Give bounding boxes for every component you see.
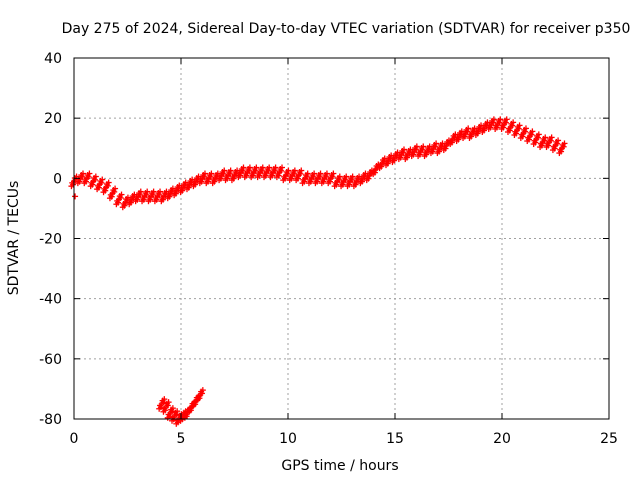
data-point: [434, 140, 446, 157]
data-point: [132, 188, 144, 205]
data-point: [280, 167, 292, 184]
data-point: [164, 405, 176, 421]
y-tick-label: 0: [53, 171, 62, 187]
chart-title: Day 275 of 2024, Sidereal Day-to-day VTE…: [62, 21, 631, 37]
data-point: [549, 137, 562, 154]
data-point: [203, 170, 215, 187]
data-point: [151, 188, 164, 205]
data-point: [338, 173, 350, 190]
data-point: [119, 194, 131, 211]
data-point: [318, 170, 330, 187]
x-axis-label: GPS time / hours: [281, 458, 398, 474]
data-point: [556, 140, 568, 157]
data-point: [106, 185, 119, 202]
data-point: [209, 170, 221, 187]
data-point: [299, 170, 311, 187]
data-point: [160, 399, 172, 415]
data-point: [466, 125, 478, 142]
y-tick-label: -20: [39, 232, 62, 248]
data-point: [485, 116, 497, 132]
data-point: [100, 179, 112, 196]
data-point: [286, 167, 298, 184]
data-point: [537, 134, 549, 151]
data-point: [408, 143, 420, 160]
data-point: [241, 164, 253, 181]
data-point: [87, 173, 99, 190]
data-point: [331, 173, 343, 190]
plot-data: [68, 116, 568, 427]
data-point: [492, 116, 504, 132]
plot-frame: [73, 57, 610, 420]
data-point: [158, 188, 170, 205]
data-point: [479, 119, 491, 136]
data-point: [415, 143, 427, 160]
data-point: [235, 164, 247, 181]
data-point: [293, 167, 305, 184]
data-point: [498, 116, 510, 132]
y-tick-label: -40: [39, 292, 62, 308]
data-point: [222, 167, 234, 184]
data-point: [511, 122, 523, 139]
x-tick-label: 20: [493, 431, 511, 447]
data-point: [460, 125, 472, 142]
data-point: [543, 134, 555, 151]
data-point: [344, 173, 356, 190]
data-point: [261, 164, 273, 181]
data-point: [273, 164, 286, 181]
data-point: [517, 125, 529, 142]
data-point: [312, 170, 324, 187]
x-tick-label: 25: [600, 431, 618, 447]
data-point: [72, 193, 79, 200]
y-tick-label: 40: [44, 51, 62, 67]
y-axis-label: SDTVAR / TECUs: [6, 181, 22, 296]
data-point: [145, 188, 157, 205]
data-point: [427, 140, 440, 157]
data-point: [81, 170, 93, 187]
data-point: [254, 164, 266, 181]
x-tick-label: 10: [279, 431, 297, 447]
data-point: [171, 182, 183, 199]
data-point: [325, 170, 337, 187]
data-point: [194, 387, 206, 403]
data-point: [139, 188, 151, 205]
data-point: [248, 164, 260, 181]
data-point: [530, 131, 542, 148]
data-point: [267, 164, 279, 181]
data-point: [504, 119, 517, 136]
data-point: [395, 146, 407, 163]
data-point: [357, 170, 369, 187]
plot-border: [73, 57, 610, 420]
data-point: [350, 173, 363, 190]
data-point: [524, 128, 536, 145]
data-point: [305, 170, 318, 187]
grid: [74, 58, 609, 419]
data-point: [94, 176, 106, 193]
data-point: [156, 396, 168, 412]
y-tick-label: -60: [39, 352, 62, 368]
x-tick-label: 5: [177, 431, 186, 447]
data-point: [190, 173, 202, 190]
data-point: [228, 167, 241, 184]
data-point: [196, 170, 208, 187]
y-tick-label: -80: [39, 412, 62, 428]
data-point: [376, 155, 388, 172]
data-point: [389, 149, 401, 166]
data-point: [447, 131, 459, 148]
x-tick-label: 15: [386, 431, 404, 447]
data-point: [216, 167, 228, 184]
y-tick-label: 20: [44, 111, 62, 127]
data-point: [113, 191, 125, 208]
tick-labels: 0 5 10 15 20 25 -80 -60 -40 -20 0 20 40: [39, 51, 618, 447]
x-tick-label: 0: [70, 431, 79, 447]
